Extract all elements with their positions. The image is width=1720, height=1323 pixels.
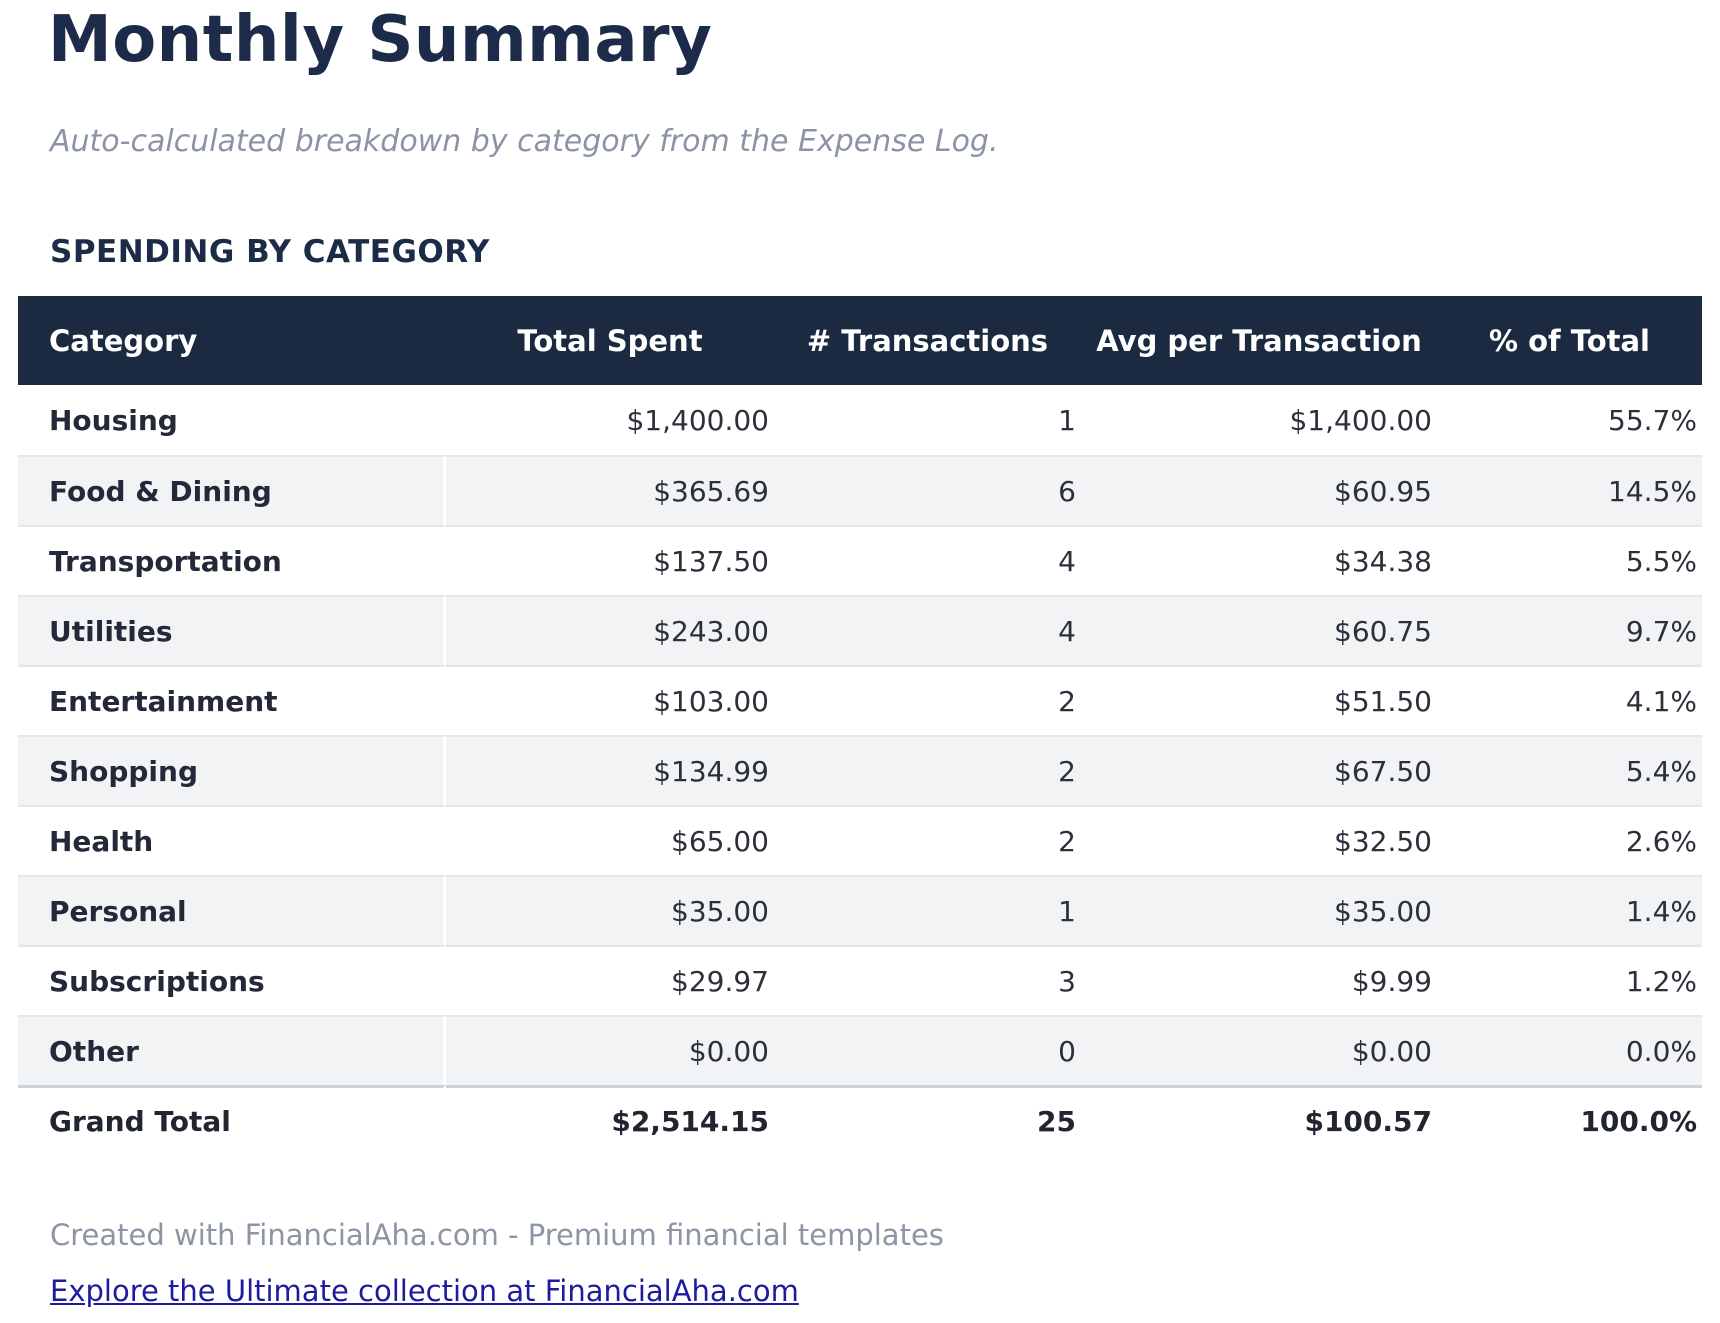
avg-per-transaction-cell: $1,400.00 [1289,403,1432,437]
transactions-cell: 1 [1058,403,1076,437]
avg-per-transaction-cell: $32.50 [1081,805,1437,875]
column-header-total-spent: Total Spent [446,296,774,385]
pct-of-total-cell: 1.2% [1437,945,1702,1015]
page-subtitle: Auto-calculated breakdown by category fr… [50,124,999,159]
table-row: Personal $35.00 1 $35.00 1.4% [18,875,1702,945]
column-header-pct-of-total: % of Total [1437,296,1702,385]
grand-total-label: Grand Total [18,1085,446,1155]
avg-per-transaction-cell: $60.75 [1081,595,1437,665]
table-row: Shopping $134.99 2 $67.50 5.4% [18,735,1702,805]
pct-of-total-cell: 55.7% [1608,403,1697,437]
table-row: Health $65.00 2 $32.50 2.6% [18,805,1702,875]
avg-per-transaction-cell: $67.50 [1081,735,1437,805]
transactions-cell: 4 [774,525,1081,595]
table-row: Subscriptions $29.97 3 $9.99 1.2% [18,945,1702,1015]
section-heading-spending-by-category: SPENDING BY CATEGORY [50,234,490,270]
transactions-cell: 2 [774,665,1081,735]
grand-total-avg: $100.57 [1081,1085,1437,1155]
pct-of-total-cell: 5.5% [1437,525,1702,595]
avg-per-transaction-cell: $60.95 [1081,455,1437,525]
total-spent-cell: $35.00 [446,875,774,945]
total-spent-cell: $243.00 [446,595,774,665]
footer-credit-text: Created with FinancialAha.com - Premium … [50,1218,944,1252]
pct-of-total-cell: 1.4% [1437,875,1702,945]
table-row: Utilities $243.00 4 $60.75 9.7% [18,595,1702,665]
table-row: Housing $1,400.00 1 $1,400.00 55.7% [18,385,1702,455]
transactions-cell: 3 [774,945,1081,1015]
avg-per-transaction-cell: $34.38 [1081,525,1437,595]
pct-of-total-cell: 2.6% [1437,805,1702,875]
spending-by-category-table: Category Total Spent # Transactions Avg … [18,296,1702,1155]
total-spent-cell: $1,400.00 [626,403,769,437]
category-cell: Health [18,805,446,875]
category-cell: Personal [18,875,446,945]
transactions-cell: 2 [774,735,1081,805]
table-row: Other $0.00 0 $0.00 0.0% [18,1015,1702,1085]
transactions-cell: 6 [774,455,1081,525]
category-cell: Housing [18,385,446,455]
avg-per-transaction-cell: $0.00 [1081,1015,1437,1085]
avg-per-transaction-cell: $9.99 [1081,945,1437,1015]
category-cell: Other [18,1015,446,1085]
avg-per-transaction-cell: $35.00 [1081,875,1437,945]
total-spent-cell: $65.00 [446,805,774,875]
transactions-cell: 4 [774,595,1081,665]
table-row: Food & Dining $365.69 6 $60.95 14.5% [18,455,1702,525]
pct-of-total-cell: 4.1% [1437,665,1702,735]
total-spent-cell: $103.00 [446,665,774,735]
footer-explore-link[interactable]: Explore the Ultimate collection at Finan… [50,1274,799,1308]
page-title: Monthly Summary [48,3,713,77]
transactions-cell: 1 [774,875,1081,945]
category-cell: Shopping [18,735,446,805]
pct-of-total-cell: 14.5% [1437,455,1702,525]
table-row: Transportation $137.50 4 $34.38 5.5% [18,525,1702,595]
total-spent-cell: $134.99 [446,735,774,805]
table-row: Entertainment $103.00 2 $51.50 4.1% [18,665,1702,735]
total-spent-cell: $29.97 [446,945,774,1015]
column-header-transactions: # Transactions [774,296,1081,385]
category-cell: Transportation [18,525,446,595]
total-spent-cell: $365.69 [446,455,774,525]
grand-total-pct: 100.0% [1437,1085,1702,1155]
category-cell: Utilities [18,595,446,665]
table-header-row: Category Total Spent # Transactions Avg … [18,296,1702,385]
total-spent-cell: $0.00 [446,1015,774,1085]
category-cell: Food & Dining [18,455,446,525]
avg-per-transaction-cell: $51.50 [1081,665,1437,735]
category-cell: Subscriptions [18,945,446,1015]
pct-of-total-cell: 0.0% [1437,1015,1702,1085]
grand-total-row: Grand Total $2,514.15 25 $100.57 100.0% [18,1085,1702,1155]
pct-of-total-cell: 5.4% [1437,735,1702,805]
grand-total-spent: $2,514.15 [446,1085,774,1155]
transactions-cell: 0 [774,1015,1081,1085]
pct-of-total-cell: 9.7% [1437,595,1702,665]
category-cell: Entertainment [18,665,446,735]
column-header-avg-per-transaction: Avg per Transaction [1081,296,1437,385]
grand-total-transactions: 25 [774,1085,1081,1155]
transactions-cell: 2 [774,805,1081,875]
column-header-category: Category [18,296,446,385]
total-spent-cell: $137.50 [446,525,774,595]
